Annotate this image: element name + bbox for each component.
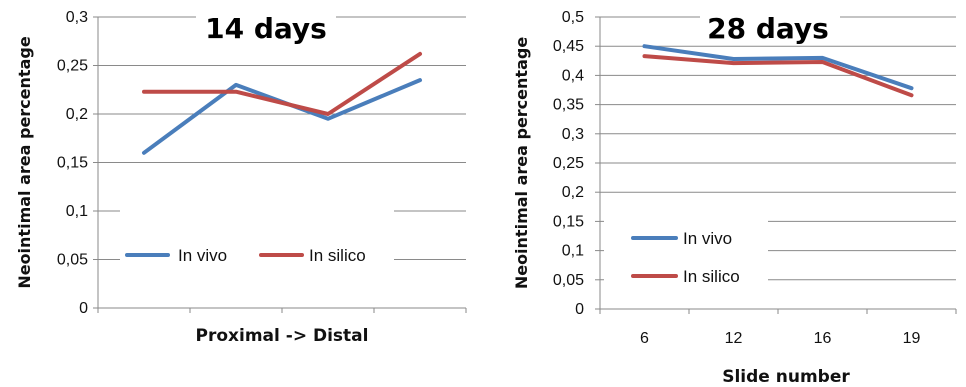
chart-title: 28 days bbox=[707, 12, 829, 45]
y-tick-label: 0,3 bbox=[562, 126, 584, 143]
chart-1: 0 0,05 0,1 0,15 0,2 0,25 0,3 In vivo In silico 14… bbox=[15, 9, 467, 346]
x-tick-label: 12 bbox=[725, 330, 743, 347]
x-tick-label: 19 bbox=[903, 330, 921, 347]
chart-title: 14 days bbox=[205, 12, 327, 45]
y-tick-label: 0,25 bbox=[57, 58, 88, 75]
chart-2: 0 0,05 0,1 0,15 0,2 0,25 0,3 0,35 0,4 0,45 0,5 6 12 1… bbox=[512, 9, 957, 387]
y-tick-label: 0,05 bbox=[553, 272, 584, 289]
y-tick-label: 0,1 bbox=[562, 243, 584, 260]
label-backdrop bbox=[120, 240, 394, 275]
legend-label: In vivo bbox=[683, 229, 732, 248]
y-tick-label: 0,15 bbox=[57, 155, 88, 172]
y-tick-label: 0,35 bbox=[553, 97, 584, 114]
y-tick-label: 0 bbox=[79, 300, 88, 317]
x-axis-label: Slide number bbox=[722, 367, 850, 387]
y-tick-label: 0,45 bbox=[553, 38, 584, 55]
legend-label: In silico bbox=[683, 267, 740, 286]
y-axis-label: Neointimal area percentage bbox=[512, 37, 531, 289]
y-axis-label: Neointimal area percentage bbox=[15, 36, 34, 288]
x-tick-label: 6 bbox=[640, 330, 649, 347]
y-tick-label: 0,25 bbox=[553, 155, 584, 172]
x-axis-label: Proximal -> Distal bbox=[196, 326, 369, 346]
label-backdrop bbox=[120, 195, 394, 220]
y-tick-label: 0,2 bbox=[66, 106, 88, 123]
legend-label: In vivo bbox=[178, 246, 227, 265]
y-tick-label: 0 bbox=[575, 301, 584, 318]
y-tick-label: 0,15 bbox=[553, 213, 584, 230]
series-line-in-silico bbox=[642, 54, 914, 98]
y-tick-label: 0,1 bbox=[66, 203, 88, 220]
y-tick-label: 0,2 bbox=[562, 184, 584, 201]
y-tick-label: 0,5 bbox=[562, 9, 584, 26]
y-tick-label: 0,05 bbox=[57, 252, 88, 269]
x-tick-label: 16 bbox=[814, 330, 832, 347]
y-tick-label: 0,4 bbox=[562, 67, 584, 84]
label-backdrop bbox=[700, 12, 840, 24]
label-backdrop bbox=[196, 12, 336, 24]
series-line-in-silico bbox=[142, 51, 422, 116]
legend-label: In silico bbox=[309, 246, 366, 265]
series-line-in-vivo bbox=[642, 44, 914, 91]
y-tick-label: 0,3 bbox=[66, 9, 88, 26]
